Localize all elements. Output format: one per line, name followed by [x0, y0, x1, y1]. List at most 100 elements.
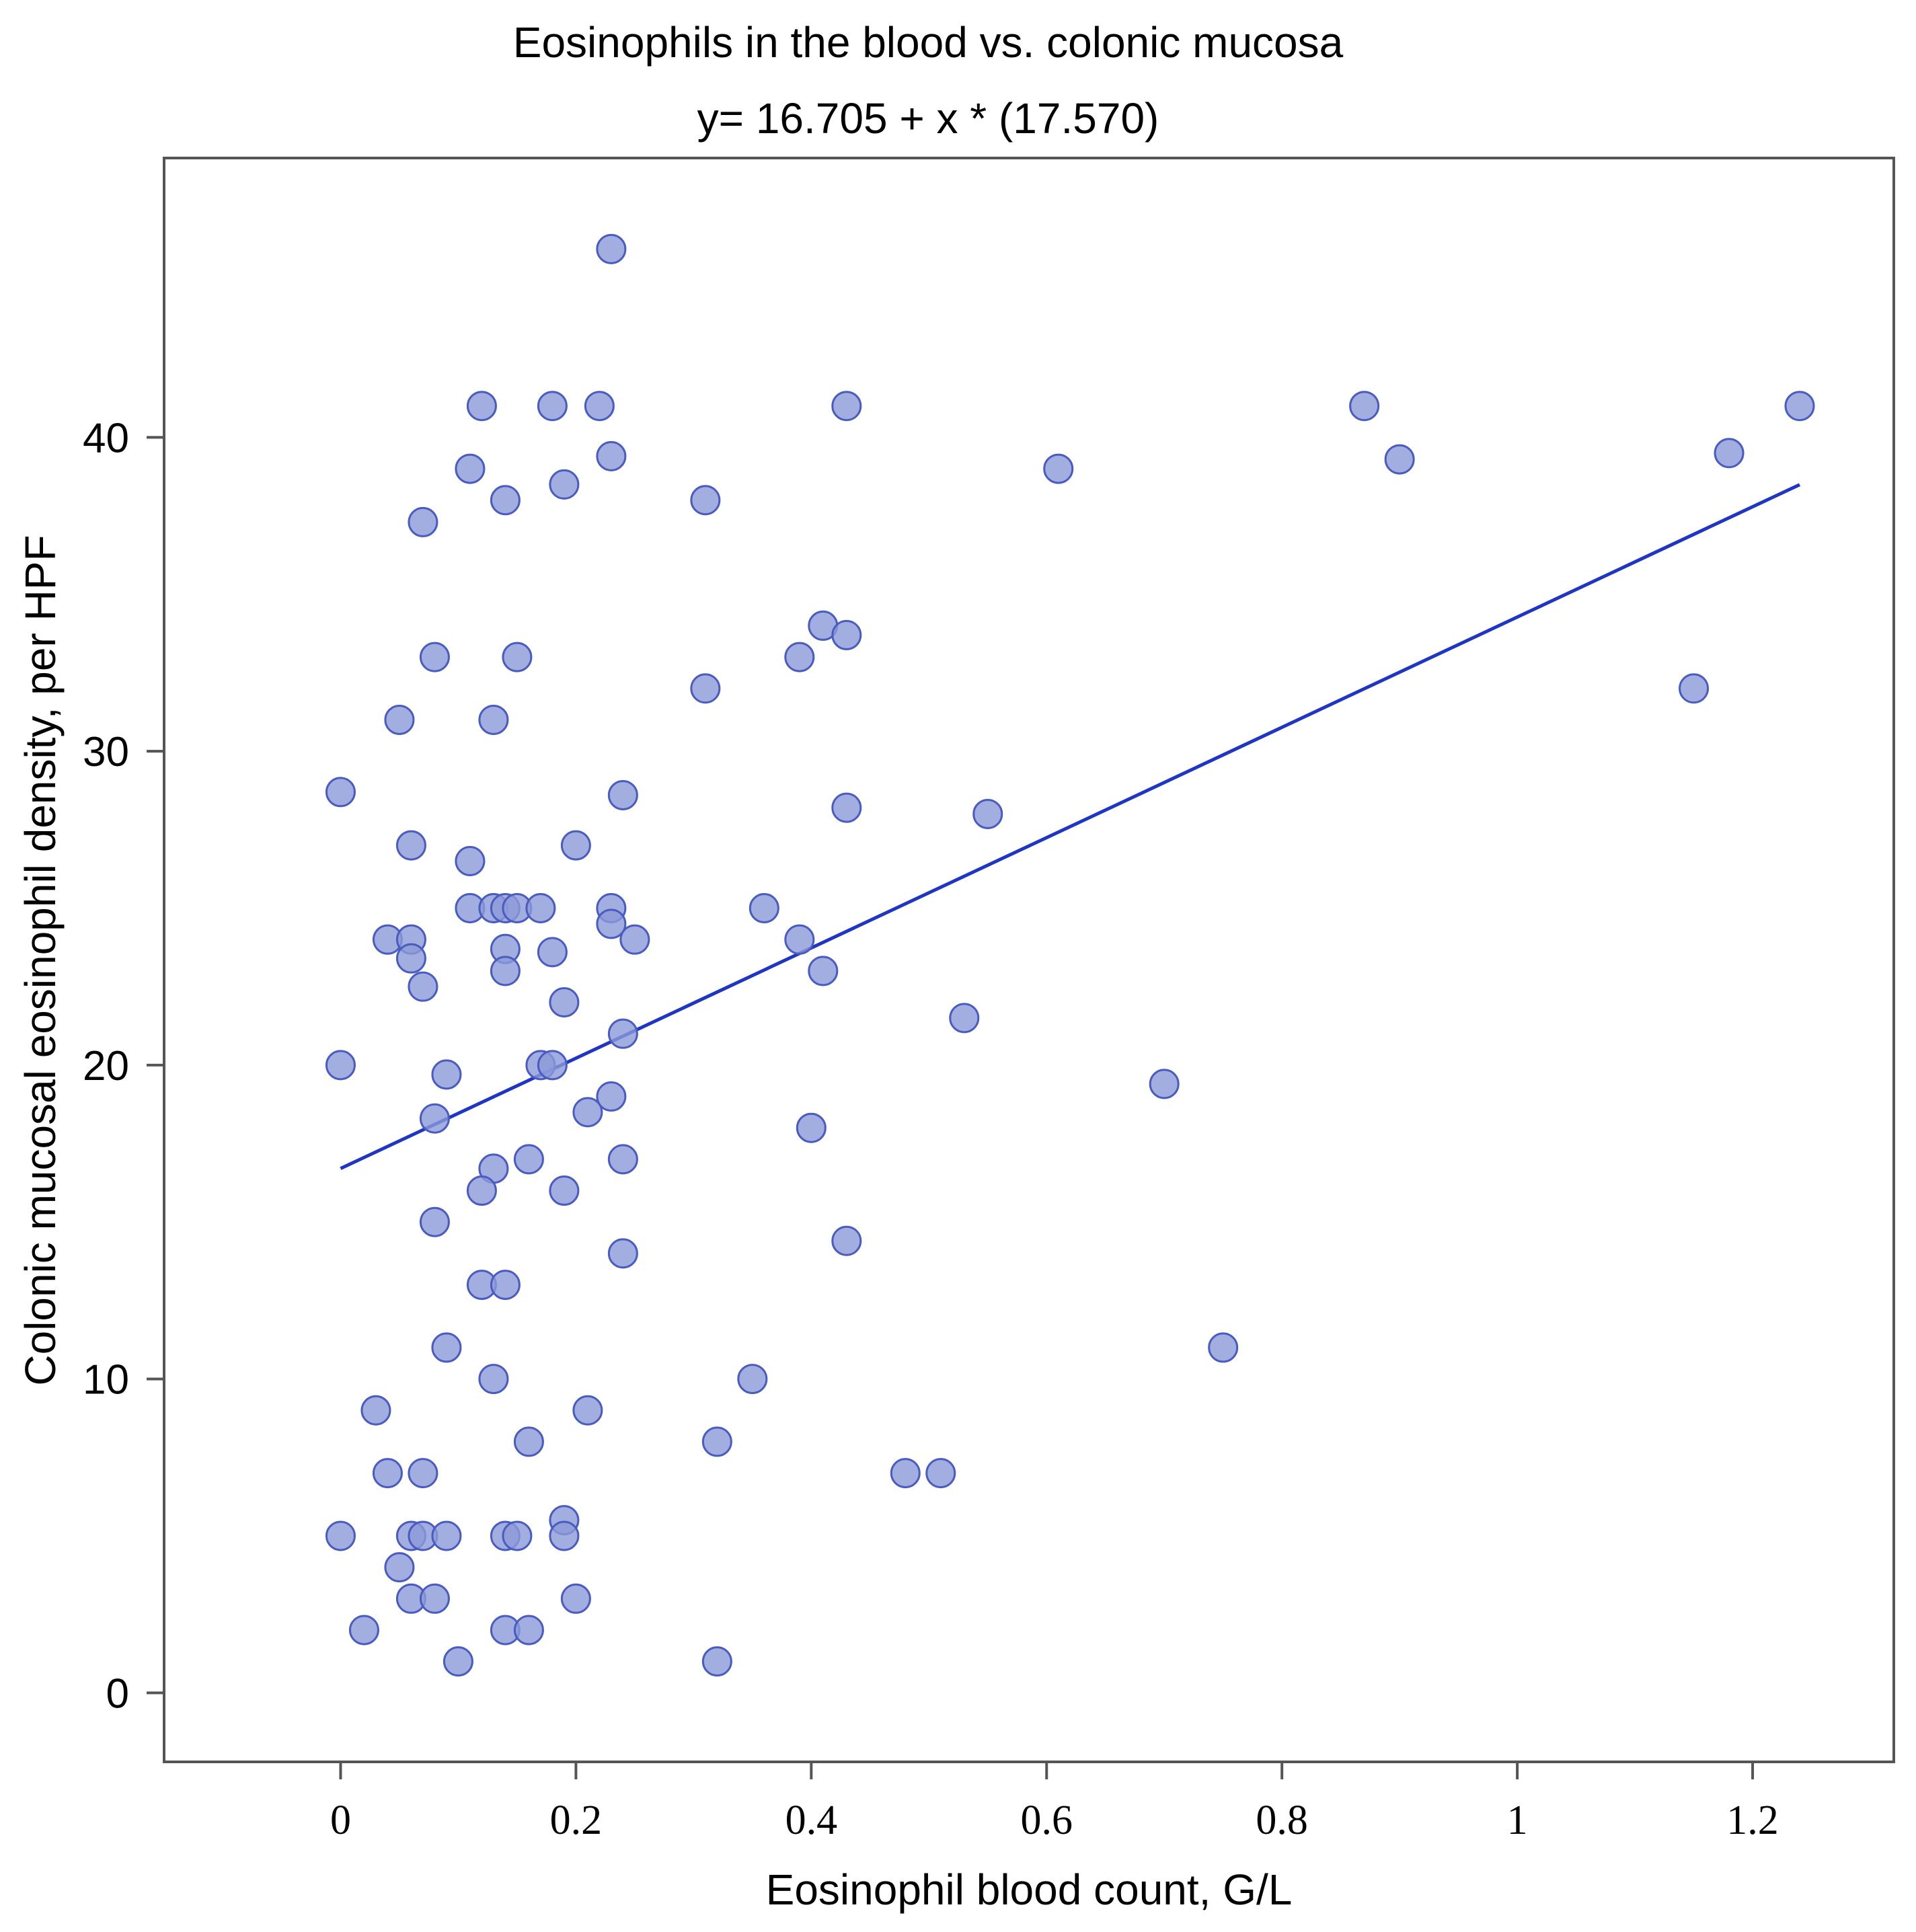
- x-tick-label-1: 0.2: [550, 1798, 603, 1843]
- data-point-45: [537, 937, 568, 968]
- data-point-85: [325, 1520, 356, 1551]
- regression-line: [340, 483, 1801, 1170]
- data-point-62: [607, 1144, 638, 1175]
- data-point-13: [490, 485, 521, 516]
- data-point-68: [831, 1225, 862, 1256]
- data-point-5: [1349, 391, 1380, 422]
- data-point-88: [431, 1520, 462, 1551]
- data-point-81: [408, 1458, 438, 1489]
- data-point-4: [831, 391, 862, 422]
- data-point-52: [607, 1018, 638, 1049]
- data-point-51: [949, 1003, 980, 1034]
- data-point-66: [549, 1175, 580, 1206]
- data-point-46: [395, 943, 426, 974]
- data-point-10: [1384, 444, 1415, 475]
- data-point-60: [419, 1103, 450, 1134]
- data-point-95: [560, 1583, 591, 1614]
- data-point-17: [831, 619, 862, 650]
- chart-subtitle: y= 16.705 + x * (17.570): [697, 94, 1159, 143]
- data-point-94: [419, 1583, 450, 1614]
- data-point-50: [549, 987, 580, 1018]
- data-point-69: [607, 1238, 638, 1269]
- data-point-80: [372, 1458, 403, 1489]
- data-point-100: [701, 1646, 732, 1677]
- data-point-18: [419, 642, 450, 672]
- data-point-42: [619, 924, 650, 955]
- data-point-30: [560, 830, 591, 861]
- data-point-90: [502, 1520, 533, 1551]
- data-point-49: [408, 971, 438, 1002]
- data-point-20: [784, 642, 815, 672]
- data-point-9: [1043, 453, 1074, 484]
- data-point-31: [455, 845, 486, 876]
- data-point-36: [525, 892, 556, 923]
- data-point-75: [737, 1364, 768, 1395]
- data-point-61: [796, 1112, 827, 1143]
- data-point-8: [455, 453, 486, 484]
- data-point-72: [431, 1332, 462, 1363]
- data-point-11: [1714, 438, 1745, 469]
- y-tick-label-3: 30: [83, 729, 129, 775]
- data-point-99: [443, 1646, 473, 1677]
- data-point-47: [490, 956, 521, 987]
- y-axis-label: Colonic mucosal eosinophil density, per …: [16, 535, 65, 1385]
- data-point-38: [749, 892, 779, 923]
- data-point-21: [690, 673, 721, 704]
- data-point-98: [513, 1615, 544, 1646]
- y-tick-label-4: 40: [83, 415, 129, 461]
- data-point-55: [537, 1050, 568, 1081]
- data-point-83: [925, 1458, 956, 1489]
- data-point-73: [1208, 1332, 1239, 1363]
- x-tick-label-4: 0.8: [1256, 1798, 1308, 1843]
- data-point-27: [831, 792, 862, 823]
- data-point-67: [419, 1206, 450, 1237]
- x-axis: 0 0.2 0.4 0.6 0.8 1 1.2: [330, 1762, 1779, 1843]
- data-point-48: [808, 956, 839, 987]
- data-point-3: [584, 391, 615, 422]
- x-tick-label-2: 0.4: [785, 1798, 838, 1843]
- data-point-82: [890, 1458, 921, 1489]
- data-point-12: [549, 469, 580, 500]
- data-point-22: [1679, 673, 1710, 704]
- data-point-39: [596, 909, 627, 939]
- data-point-91: [549, 1520, 580, 1551]
- data-point-23: [384, 704, 415, 735]
- data-points: [325, 233, 1815, 1677]
- data-point-96: [348, 1615, 379, 1646]
- data-point-26: [607, 779, 638, 810]
- data-point-6: [1784, 391, 1815, 422]
- data-point-24: [478, 704, 509, 735]
- y-axis: 0 10 20 30 40: [83, 415, 164, 1717]
- y-tick-label-1: 10: [83, 1357, 129, 1403]
- data-point-43: [784, 924, 815, 955]
- data-point-92: [384, 1552, 415, 1583]
- data-point-7: [596, 440, 627, 471]
- y-tick-label-0: 0: [106, 1670, 129, 1717]
- data-point-25: [325, 777, 356, 808]
- data-point-63: [513, 1144, 544, 1175]
- data-point-57: [1149, 1069, 1180, 1099]
- x-tick-label-6: 1.2: [1726, 1798, 1779, 1843]
- data-point-1: [466, 391, 497, 422]
- x-tick-label-5: 1: [1507, 1798, 1528, 1843]
- data-point-0: [596, 233, 627, 264]
- data-point-76: [360, 1395, 391, 1426]
- x-tick-label-0: 0: [330, 1798, 351, 1843]
- data-point-53: [325, 1050, 356, 1081]
- data-point-15: [408, 506, 438, 537]
- data-point-56: [431, 1059, 462, 1090]
- data-point-74: [478, 1364, 509, 1395]
- data-point-14: [690, 485, 721, 516]
- data-point-71: [490, 1270, 521, 1301]
- data-point-59: [572, 1097, 603, 1128]
- data-point-2: [537, 391, 568, 422]
- y-tick-label-2: 20: [83, 1043, 129, 1089]
- plot-area: [163, 157, 1895, 1763]
- chart-title: Eosinophils in the blood vs. colonic muc…: [513, 18, 1344, 67]
- data-point-28: [972, 798, 1003, 829]
- x-tick-label-3: 0.6: [1020, 1798, 1073, 1843]
- data-point-19: [502, 642, 533, 672]
- data-point-65: [466, 1175, 497, 1206]
- data-point-79: [701, 1426, 732, 1457]
